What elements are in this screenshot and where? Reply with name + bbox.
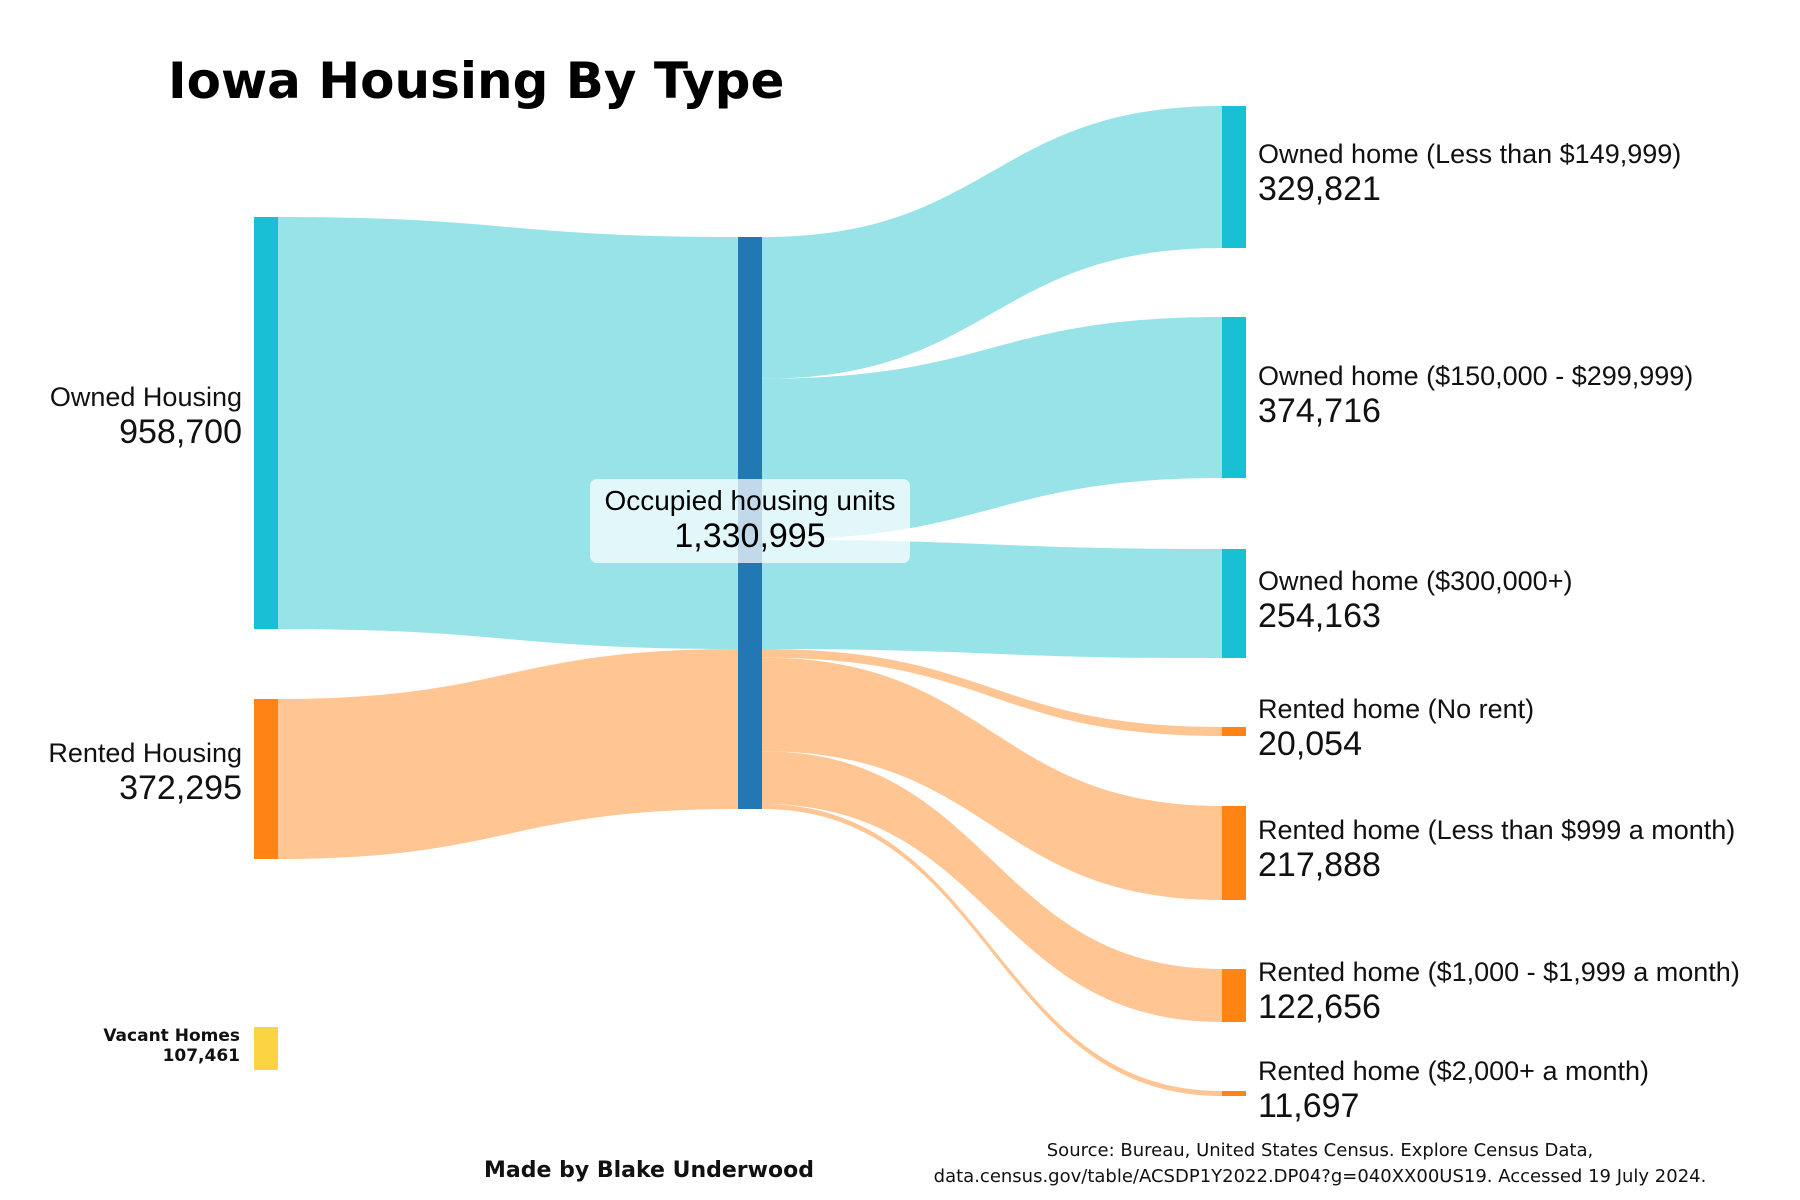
author-credit: Made by Blake Underwood: [484, 1158, 814, 1183]
rented-no-rent-name: Rented home (No rent): [1258, 694, 1535, 724]
rented-housing-name: Rented Housing: [48, 738, 242, 768]
label-rented-lt-999: Rented home (Less than $999 a month) 217…: [1258, 815, 1735, 885]
owned-housing-name: Owned Housing: [49, 382, 242, 412]
chart-title: Iowa Housing By Type: [168, 52, 785, 110]
vacant-homes-value: 107,461: [162, 1045, 240, 1066]
flow-occupied-to-owned-300-plus: [762, 539, 1222, 659]
node-rented-2000-plus: [1222, 1091, 1246, 1096]
flow-occupied-to-rented-lt-999: [762, 657, 1222, 900]
flow-occupied-to-owned-lt-150: [762, 106, 1222, 379]
occupied-value: 1,330,995: [674, 517, 826, 555]
rented-lt-999-value: 217,888: [1258, 846, 1381, 885]
owned-300-plus-value: 254,163: [1258, 597, 1381, 636]
rented-1000-1999-value: 122,656: [1258, 988, 1381, 1027]
label-owned-300-plus: Owned home ($300,000+) 254,163: [1258, 566, 1572, 636]
label-rented-2000-plus: Rented home ($2,000+ a month) 11,697: [1258, 1056, 1649, 1126]
owned-housing-value: 958,700: [119, 413, 242, 452]
node-vacant: [254, 1027, 278, 1070]
flow-occupied-to-rented-1000-1999: [762, 751, 1222, 1022]
rented-housing-value: 372,295: [119, 769, 242, 808]
source-line-2: data.census.gov/table/ACSDP1Y2022.DP04?g…: [933, 1166, 1707, 1188]
node-rented-no-rent: [1222, 727, 1246, 736]
label-rented-no-rent: Rented home (No rent) 20,054: [1258, 694, 1534, 764]
rented-2000-plus-name: Rented home ($2,000+ a month): [1258, 1056, 1649, 1086]
node-owned-300-plus: [1222, 549, 1246, 658]
owned-lt-150-name: Owned home (Less than $149,999): [1258, 139, 1682, 169]
label-owned-lt-150: Owned home (Less than $149,999) 329,821: [1258, 139, 1681, 209]
vacant-homes-name: Vacant Homes: [103, 1026, 240, 1046]
rented-lt-999-name: Rented home (Less than $999 a month): [1258, 815, 1736, 845]
node-owned-housing: [254, 217, 278, 629]
owned-300-plus-name: Owned home ($300,000+): [1258, 566, 1573, 596]
label-rented-1000-1999: Rented home ($1,000 - $1,999 a month) 12…: [1258, 957, 1740, 1027]
rented-2000-plus-value: 11,697: [1258, 1087, 1360, 1126]
source-line-1: Source: Bureau, United States Census. Ex…: [1046, 1140, 1594, 1161]
node-rented-1000-1999: [1222, 969, 1246, 1022]
flow-occupied-to-rented-2000-plus: [762, 803, 1222, 1097]
flow-owned-housing-to-occupied: [278, 217, 738, 650]
owned-lt-150-value: 329,821: [1258, 170, 1381, 209]
rented-no-rent-value: 20,054: [1258, 725, 1362, 764]
owned-150-300-value: 374,716: [1258, 392, 1381, 431]
label-owned-150-300: Owned home ($150,000 - $299,999) 374,716: [1258, 361, 1693, 431]
flow-occupied-to-rented-no-rent: [762, 649, 1222, 736]
label-vacant-homes: Vacant Homes 107,461: [103, 1026, 240, 1066]
owned-150-300-name: Owned home ($150,000 - $299,999): [1258, 361, 1694, 391]
node-owned-150-300: [1222, 317, 1246, 478]
label-rented-housing: Rented Housing 372,295: [48, 738, 242, 808]
rented-1000-1999-name: Rented home ($1,000 - $1,999 a month): [1258, 957, 1740, 987]
node-rented-lt-999: [1222, 806, 1246, 900]
label-owned-housing: Owned Housing 958,700: [50, 382, 242, 452]
node-rented-housing: [254, 699, 278, 859]
occupied-name: Occupied housing units: [604, 485, 896, 516]
node-owned-lt-150: [1222, 106, 1246, 248]
source-citation: Source: Bureau, United States Census. Ex…: [900, 1138, 1740, 1190]
flow-rented-housing-to-occupied: [278, 649, 738, 859]
label-occupied-housing: Occupied housing units 1,330,995: [590, 479, 910, 563]
